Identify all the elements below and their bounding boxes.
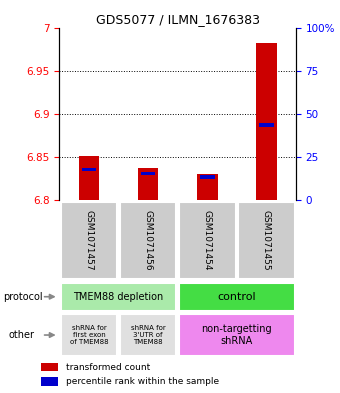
Bar: [200, 175, 215, 179]
Bar: [259, 123, 274, 127]
Text: GSM1071454: GSM1071454: [203, 211, 212, 271]
Bar: [179, 202, 236, 279]
Text: other: other: [8, 330, 34, 340]
Bar: [238, 202, 295, 279]
Text: protocol: protocol: [3, 292, 43, 302]
Bar: [179, 283, 295, 311]
Bar: [120, 314, 176, 356]
Bar: [138, 167, 158, 200]
Bar: [61, 283, 176, 311]
Text: shRNA for
first exon
of TMEM88: shRNA for first exon of TMEM88: [70, 325, 108, 345]
Title: GDS5077 / ILMN_1676383: GDS5077 / ILMN_1676383: [96, 13, 260, 26]
Bar: [197, 174, 218, 200]
Bar: [120, 202, 176, 279]
Text: shRNA for
3'UTR of
TMEM88: shRNA for 3'UTR of TMEM88: [131, 325, 166, 345]
Bar: [41, 363, 57, 371]
Text: GSM1071457: GSM1071457: [85, 210, 94, 271]
Bar: [61, 314, 117, 356]
Bar: [179, 314, 295, 356]
Bar: [79, 156, 99, 200]
Bar: [256, 43, 277, 200]
Text: GSM1071456: GSM1071456: [143, 210, 153, 271]
Bar: [82, 167, 97, 171]
Bar: [61, 202, 117, 279]
Text: TMEM88 depletion: TMEM88 depletion: [73, 292, 164, 302]
Text: non-targetting
shRNA: non-targetting shRNA: [201, 324, 272, 346]
Text: percentile rank within the sample: percentile rank within the sample: [66, 377, 219, 386]
Text: transformed count: transformed count: [66, 363, 150, 372]
Bar: [141, 172, 155, 175]
Bar: [41, 377, 57, 386]
Text: GSM1071455: GSM1071455: [262, 210, 271, 271]
Text: control: control: [217, 292, 256, 302]
